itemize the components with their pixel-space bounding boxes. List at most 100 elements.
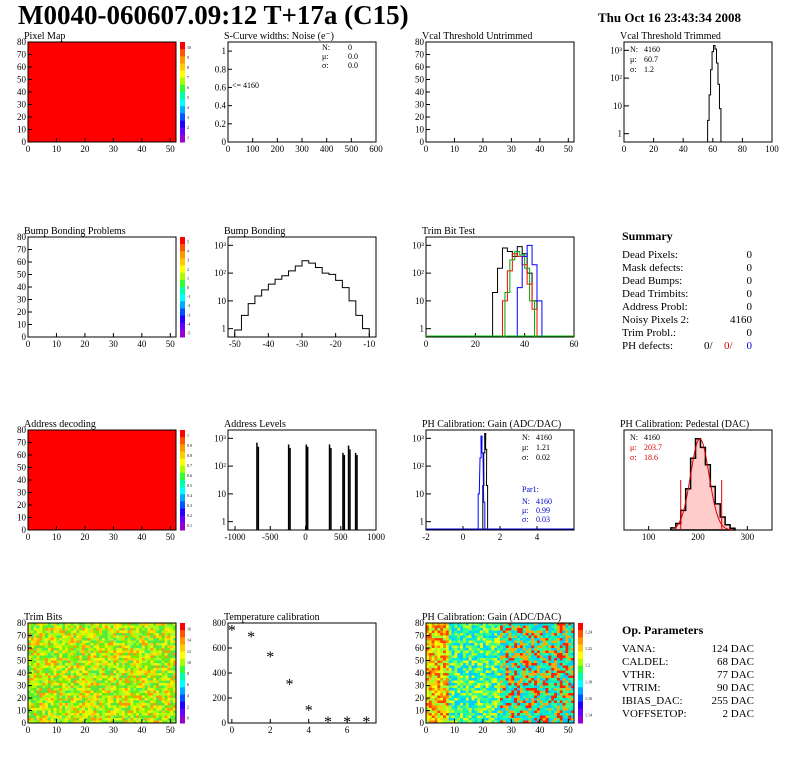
heatmap-cell	[542, 635, 546, 639]
heatmap-cell	[491, 643, 495, 646]
heatmap-cell	[65, 638, 69, 641]
heatmap-cell	[497, 718, 501, 721]
heatmap-cell	[67, 718, 71, 721]
heatmap-cell	[45, 638, 49, 641]
heatmap-cell	[167, 658, 171, 661]
heatmap-cell	[460, 695, 464, 699]
heatmap-cell	[147, 683, 151, 686]
heatmap-cell	[116, 683, 120, 686]
heatmap-cell	[139, 640, 143, 644]
heatmap-cell	[158, 635, 163, 639]
stat-value: 1.21	[536, 443, 550, 452]
heatmap-cell	[173, 648, 177, 651]
heatmap-cell	[144, 660, 148, 664]
heatmap-cell	[517, 675, 521, 679]
heatmap-cell	[107, 718, 111, 721]
heatmap-cell	[454, 705, 458, 709]
heatmap-cell	[517, 690, 521, 694]
heatmap-cell	[150, 715, 154, 719]
heatmap-cell	[113, 668, 117, 671]
heatmap-cell	[65, 675, 69, 679]
heatmap-cell	[468, 683, 472, 686]
heatmap-cell	[99, 720, 103, 724]
heatmap-cell	[42, 718, 46, 721]
heatmap-cell	[551, 655, 555, 659]
heatmap-cell	[90, 698, 94, 701]
heatmap-cell	[539, 678, 543, 681]
heatmap-cell	[133, 708, 137, 711]
heatmap-cell	[76, 655, 80, 659]
heatmap-cell	[519, 655, 524, 659]
heatmap-cell	[59, 668, 63, 671]
heatmap-cell	[82, 705, 86, 709]
stat-label: σ:	[522, 453, 529, 462]
heatmap-cell	[537, 703, 541, 706]
heatmap-cell	[559, 638, 563, 641]
heatmap-cell	[93, 720, 97, 724]
heatmap-cell	[502, 650, 506, 654]
summary-row: Noisy Pixels 2: 4160	[622, 314, 752, 327]
heatmap-cell	[39, 670, 43, 674]
heatmap-cell	[508, 645, 512, 649]
heatmap-cell	[471, 705, 475, 709]
heatmap-cell	[124, 690, 128, 694]
heatmap-cell	[537, 685, 541, 689]
heatmap-cell	[119, 713, 123, 716]
heatmap-cell	[116, 718, 120, 721]
heatmap-cell	[70, 623, 74, 626]
heatmap-cell	[554, 660, 558, 664]
heatmap-cell	[434, 713, 438, 716]
heatmap-cell	[87, 720, 91, 724]
heatmap-cell	[468, 665, 472, 669]
heatmap-cell	[477, 680, 481, 684]
heatmap-cell	[139, 663, 143, 666]
heatmap-cell	[539, 698, 543, 701]
heatmap-cell	[514, 705, 518, 709]
heatmap-cell	[445, 708, 450, 711]
heatmap-cell	[463, 690, 467, 694]
heatmap-cell	[482, 703, 487, 706]
summary-row: Dead Bumps: 0	[622, 275, 752, 288]
heatmap-cell	[121, 643, 126, 646]
heatmap-cell	[136, 638, 140, 641]
heatmap-cell	[28, 655, 32, 659]
heatmap-cell	[45, 665, 49, 669]
heatmap-cell	[127, 698, 131, 701]
heatmap-cell	[431, 720, 435, 724]
heatmap-cell	[451, 625, 455, 629]
heatmap-cell	[463, 653, 467, 656]
y-tick-label: 0	[22, 137, 27, 147]
heatmap-cell	[542, 710, 546, 714]
heatmap-cell	[42, 628, 46, 631]
heatmap-cell	[434, 703, 438, 706]
heatmap-cell	[474, 628, 478, 631]
heatmap-cell	[505, 658, 509, 661]
heatmap-cell	[559, 695, 563, 699]
heatmap-cell	[113, 660, 117, 664]
heatmap-cell	[82, 708, 86, 711]
heatmap-cell	[508, 713, 512, 716]
heatmap-cell	[33, 720, 37, 724]
heatmap-cell	[28, 673, 32, 676]
heatmap-cell	[511, 705, 515, 709]
heatmap-cell	[457, 665, 461, 669]
heatmap-cell	[494, 705, 498, 709]
heatmap-cell	[440, 635, 444, 639]
heatmap-cell	[454, 650, 458, 654]
heatmap-cell	[551, 640, 555, 644]
heatmap-cell	[30, 635, 34, 639]
heatmap-cell	[59, 698, 63, 701]
heatmap-cell	[30, 660, 34, 664]
y-tick-label: 80	[17, 618, 27, 628]
heatmap-cell	[537, 710, 541, 714]
heatmap-cell	[28, 643, 32, 646]
heatmap-cell	[426, 713, 430, 716]
heatmap-cell	[119, 640, 123, 644]
heatmap-cell	[130, 633, 134, 636]
heatmap-cell	[167, 628, 171, 631]
heatmap-cell	[500, 628, 504, 631]
heatmap-cell	[87, 718, 91, 721]
heatmap-cell	[502, 688, 506, 691]
heatmap-cell	[562, 635, 566, 639]
heatmap-cell	[437, 625, 441, 629]
